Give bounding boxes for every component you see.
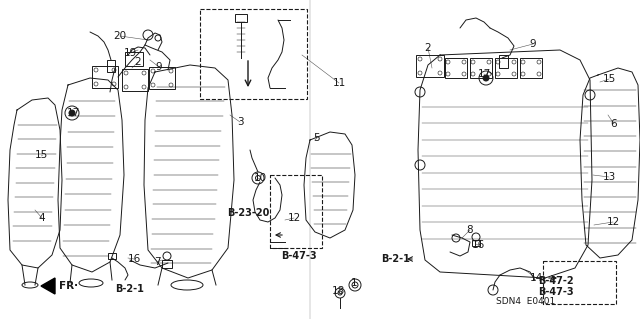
Text: 2: 2 xyxy=(134,57,141,67)
Bar xyxy=(495,58,517,78)
Text: B-2-1: B-2-1 xyxy=(116,284,145,294)
Text: B-2-1: B-2-1 xyxy=(381,254,410,264)
Text: 6: 6 xyxy=(611,119,618,129)
Text: FR·: FR· xyxy=(59,281,78,291)
Text: 15: 15 xyxy=(35,150,47,160)
Text: 2: 2 xyxy=(425,43,431,53)
Bar xyxy=(107,60,115,72)
Bar xyxy=(122,69,148,91)
Text: B-47-3: B-47-3 xyxy=(281,251,317,261)
Bar xyxy=(543,261,616,304)
Text: 9: 9 xyxy=(156,62,163,72)
Bar xyxy=(92,66,118,88)
Bar xyxy=(520,58,542,78)
Bar xyxy=(416,55,444,77)
Text: 9: 9 xyxy=(530,39,536,49)
Text: 19: 19 xyxy=(124,48,136,58)
Circle shape xyxy=(483,75,489,81)
Text: 3: 3 xyxy=(237,117,243,127)
Text: B-47-3: B-47-3 xyxy=(538,287,574,297)
Text: 15: 15 xyxy=(602,74,616,84)
Text: 20: 20 xyxy=(113,31,127,41)
Polygon shape xyxy=(41,278,55,294)
Text: 12: 12 xyxy=(287,213,301,223)
Text: B-23-20: B-23-20 xyxy=(227,208,269,218)
Text: B-47-2: B-47-2 xyxy=(538,276,574,286)
Bar xyxy=(472,240,480,246)
Bar xyxy=(235,14,247,22)
Text: 7: 7 xyxy=(154,257,160,267)
Bar xyxy=(200,9,307,99)
Text: 4: 4 xyxy=(38,213,45,223)
Bar xyxy=(149,67,175,89)
Bar xyxy=(162,260,172,268)
Text: 12: 12 xyxy=(606,217,620,227)
Text: 13: 13 xyxy=(602,172,616,182)
Text: 16: 16 xyxy=(472,240,484,250)
Text: 11: 11 xyxy=(332,78,346,88)
Bar xyxy=(445,58,467,78)
Bar xyxy=(270,175,322,248)
Bar xyxy=(125,52,143,66)
Bar xyxy=(470,58,492,78)
Text: 10: 10 xyxy=(253,173,267,183)
Text: 18: 18 xyxy=(332,286,344,296)
Circle shape xyxy=(69,110,75,116)
Bar xyxy=(108,253,116,259)
Bar xyxy=(499,55,508,68)
Text: 17: 17 xyxy=(67,108,79,118)
Text: 14: 14 xyxy=(529,273,543,283)
Text: 5: 5 xyxy=(314,133,320,143)
Text: 17: 17 xyxy=(477,69,491,79)
Text: 8: 8 xyxy=(467,225,474,235)
Text: 16: 16 xyxy=(127,254,141,264)
Text: SDN4  E0401: SDN4 E0401 xyxy=(497,298,556,307)
Text: 1: 1 xyxy=(351,278,357,288)
